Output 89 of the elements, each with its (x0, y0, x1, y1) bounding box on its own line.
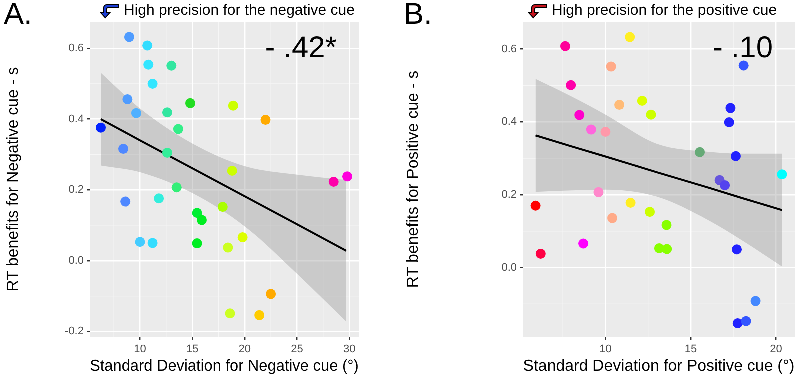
x-tick-label: 10 (134, 344, 146, 356)
x-tick-label: 30 (343, 344, 356, 356)
x-tick-label: 20 (770, 344, 782, 356)
point (586, 124, 596, 135)
point (154, 194, 164, 204)
chart-subtitle: High precision for the positive cue (552, 2, 778, 19)
point (218, 202, 228, 212)
point (626, 198, 636, 208)
point (148, 78, 158, 89)
point (120, 196, 131, 207)
y-axis-title: RT benefits for Positive cue - s (405, 70, 422, 288)
point (135, 237, 146, 248)
point (738, 60, 749, 71)
point (625, 32, 636, 42)
point (148, 238, 158, 248)
point (342, 172, 352, 182)
point (645, 207, 656, 218)
x-tick-label: 20 (238, 344, 252, 356)
point (96, 122, 106, 133)
point (726, 103, 736, 114)
point (662, 220, 672, 230)
y-tick-label: 0.2 (68, 184, 84, 196)
y-tick-label: -0.2 (65, 326, 84, 338)
annotation: - .10 (712, 31, 773, 64)
point (228, 100, 238, 111)
point (662, 244, 672, 254)
y-tick-label: 0.4 (68, 113, 84, 126)
point (777, 170, 788, 180)
point (646, 110, 656, 120)
point (328, 176, 339, 187)
point (196, 215, 207, 226)
point (166, 60, 177, 71)
point (730, 151, 741, 162)
point (162, 108, 172, 118)
y-tick-label: 0.2 (502, 189, 517, 202)
y-tick-label: 0.4 (502, 116, 517, 128)
y-tick-label: 0.0 (502, 262, 517, 274)
y-axis-title: RT benefits for Negative cue - s (5, 67, 22, 292)
x-tick-label: 25 (291, 344, 304, 356)
chart-title: A. (4, 0, 32, 32)
point (578, 238, 589, 249)
point (594, 187, 604, 198)
point (173, 124, 184, 134)
point (606, 62, 616, 72)
point (225, 308, 236, 319)
point (732, 318, 743, 329)
point (608, 213, 618, 224)
point (750, 296, 761, 306)
x-tick-label: 15 (186, 344, 199, 356)
y-tick-label: 0.6 (68, 42, 84, 55)
point (162, 148, 172, 158)
x-axis-title: Standard Deviation for Positive cue (°) (523, 358, 795, 375)
point (122, 94, 133, 105)
chart-title: B. (404, 0, 432, 32)
point (600, 126, 611, 137)
point (720, 180, 730, 191)
point (144, 60, 154, 70)
point (266, 289, 276, 300)
point (574, 110, 585, 120)
x-tick-label: 10 (600, 344, 612, 356)
point (732, 244, 742, 255)
point (192, 238, 202, 249)
point (192, 208, 202, 218)
point (185, 98, 196, 108)
point (227, 166, 238, 176)
chart-subtitle: High precision for the negative cue (124, 2, 355, 19)
point (536, 248, 546, 259)
point (741, 316, 752, 326)
x-axis-title: Standard Deviation for Negative cue (°) (90, 358, 359, 375)
point (238, 232, 248, 243)
point (566, 80, 576, 90)
point (260, 115, 271, 126)
point (530, 200, 541, 211)
point (142, 40, 153, 51)
y-tick-label: 0.6 (502, 43, 517, 56)
point (118, 144, 128, 154)
x-tick-label: 15 (684, 344, 698, 356)
annotation: - .42* (265, 31, 338, 64)
point (614, 100, 625, 110)
point (254, 310, 265, 320)
point (172, 182, 182, 193)
y-tick-label: 0.0 (68, 254, 84, 267)
point (695, 147, 706, 158)
point (131, 108, 142, 118)
point (724, 118, 734, 128)
point (560, 41, 570, 52)
point (637, 96, 648, 106)
point (223, 242, 234, 253)
point (124, 32, 134, 42)
